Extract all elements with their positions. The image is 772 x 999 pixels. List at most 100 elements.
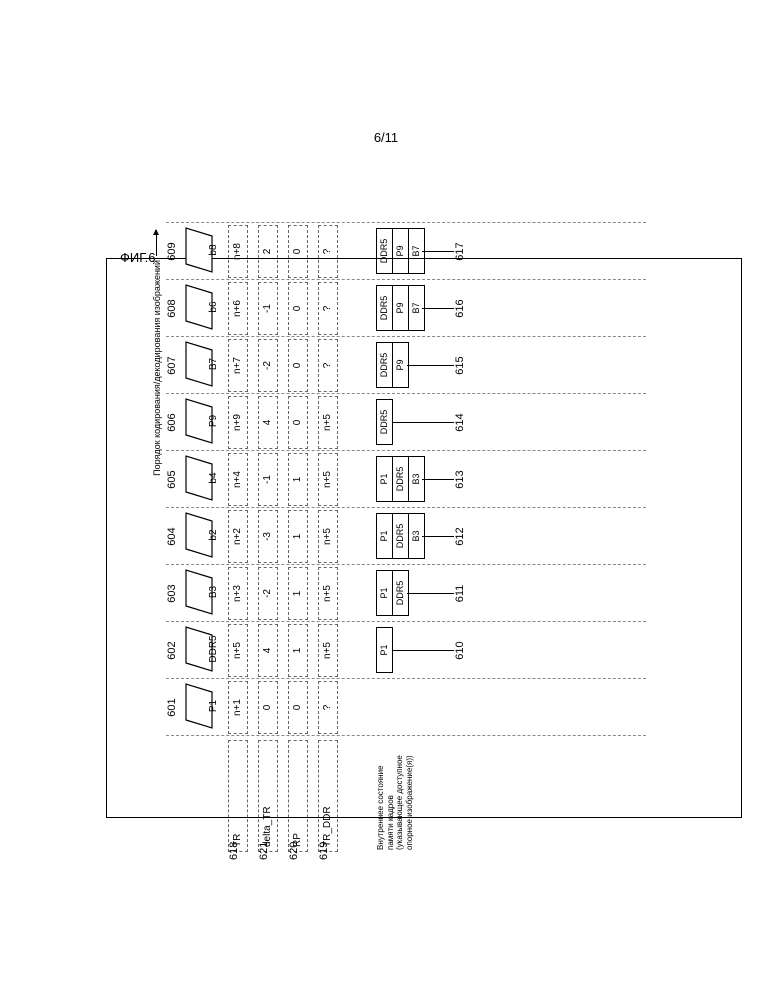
memory-cell: DDR5 bbox=[377, 286, 393, 330]
delta_tr-cell: -1 bbox=[258, 453, 278, 506]
delta_tr-cell: -3 bbox=[258, 510, 278, 563]
column: 602DDR5n+541n+5P1610 bbox=[166, 622, 646, 679]
diagram: Порядок кодирования/декодирования изобра… bbox=[106, 182, 666, 818]
memory-box: P1DDR5 bbox=[376, 570, 409, 616]
memory-cell: DDR5 bbox=[393, 571, 408, 615]
memory-cell: P9 bbox=[393, 343, 408, 387]
memory-cell: P1 bbox=[377, 571, 393, 615]
top-ref: 607 bbox=[166, 337, 178, 394]
coding-order-label: Порядок кодирования/декодирования изобра… bbox=[152, 260, 162, 476]
memory-box: P1DDR5B3 bbox=[376, 513, 425, 559]
memory-box: P1DDR5B3 bbox=[376, 456, 425, 502]
tr_ddr-cell: ? bbox=[318, 225, 338, 278]
memory-state-label: Внутреннее состояние памяти кадров (указ… bbox=[376, 740, 414, 850]
picture-label: B3 bbox=[208, 568, 219, 616]
bottom-ref: 612 bbox=[454, 508, 466, 565]
ref-620: 620 bbox=[288, 842, 300, 860]
memory-box: DDR5P9B7 bbox=[376, 285, 425, 331]
delta-tr-row-label: delta_TR bbox=[258, 740, 278, 852]
tr-ddr-row-label: TR_DDR bbox=[318, 740, 338, 852]
picture-icon: P9 bbox=[184, 397, 214, 445]
picture-label: DDR5 bbox=[208, 625, 219, 673]
picture-icon: DDR5 bbox=[184, 625, 214, 673]
memory-cell: P9 bbox=[393, 229, 409, 273]
page-number: 6/11 bbox=[374, 130, 398, 145]
rp-cell: 1 bbox=[288, 567, 308, 620]
rp-cell: 0 bbox=[288, 681, 308, 734]
memory-cell: P1 bbox=[377, 514, 393, 558]
bottom-ref: 616 bbox=[454, 280, 466, 337]
memory-cell: P9 bbox=[393, 286, 409, 330]
memory-cell: DDR5 bbox=[377, 229, 393, 273]
tr-cell: n+7 bbox=[228, 339, 248, 392]
top-ref: 604 bbox=[166, 508, 178, 565]
delta_tr-cell: -2 bbox=[258, 567, 278, 620]
picture-label: P9 bbox=[208, 397, 219, 445]
tr_ddr-cell: n+5 bbox=[318, 624, 338, 677]
leader-line bbox=[407, 365, 454, 366]
bottom-ref: 617 bbox=[454, 223, 466, 280]
delta_tr-cell: -1 bbox=[258, 282, 278, 335]
rp-cell: 0 bbox=[288, 339, 308, 392]
picture-icon: b2 bbox=[184, 511, 214, 559]
picture-icon: b8 bbox=[184, 226, 214, 274]
rp-cell: 0 bbox=[288, 225, 308, 278]
leader-line bbox=[392, 422, 454, 423]
tr_ddr-cell: n+5 bbox=[318, 510, 338, 563]
column: 604b2n+2-31n+5P1DDR5B3612 bbox=[166, 508, 646, 565]
rp-cell: 0 bbox=[288, 396, 308, 449]
delta_tr-cell: 4 bbox=[258, 396, 278, 449]
tr_ddr-cell: n+5 bbox=[318, 396, 338, 449]
rp-row-label: RP bbox=[288, 740, 308, 852]
tr-cell: n+3 bbox=[228, 567, 248, 620]
tr_ddr-cell: ? bbox=[318, 282, 338, 335]
arrow-icon bbox=[156, 230, 157, 256]
top-ref: 602 bbox=[166, 622, 178, 679]
ref-618: 618 bbox=[228, 842, 240, 860]
delta_tr-cell: 4 bbox=[258, 624, 278, 677]
picture-label: b4 bbox=[208, 454, 219, 502]
column: 601P1n+100? bbox=[166, 679, 646, 736]
picture-icon: b6 bbox=[184, 283, 214, 331]
tr-cell: n+8 bbox=[228, 225, 248, 278]
leader-line bbox=[407, 593, 454, 594]
tr-cell: n+9 bbox=[228, 396, 248, 449]
picture-label: B7 bbox=[208, 340, 219, 388]
rp-cell: 0 bbox=[288, 282, 308, 335]
tr-row-label: TR bbox=[228, 740, 248, 852]
tr_ddr-cell: ? bbox=[318, 681, 338, 734]
column: 608b6n+6-10?DDR5P9B7616 bbox=[166, 280, 646, 337]
leader-line bbox=[422, 479, 454, 480]
picture-icon: B7 bbox=[184, 340, 214, 388]
picture-label: P1 bbox=[208, 682, 219, 730]
memory-cell: P1 bbox=[377, 628, 392, 672]
memory-box: DDR5P9B7 bbox=[376, 228, 425, 274]
column: 609b8n+820?DDR5P9B7617 bbox=[166, 223, 646, 280]
memory-box: DDR5P9 bbox=[376, 342, 409, 388]
delta_tr-cell: -2 bbox=[258, 339, 278, 392]
ref-621: 621 bbox=[258, 842, 270, 860]
leader-line bbox=[422, 536, 454, 537]
tr_ddr-cell: n+5 bbox=[318, 567, 338, 620]
tr_ddr-cell: n+5 bbox=[318, 453, 338, 506]
picture-icon: P1 bbox=[184, 682, 214, 730]
rp-cell: 1 bbox=[288, 453, 308, 506]
memory-cell: DDR5 bbox=[377, 343, 393, 387]
picture-label: b2 bbox=[208, 511, 219, 559]
delta_tr-cell: 0 bbox=[258, 681, 278, 734]
top-ref: 609 bbox=[166, 223, 178, 280]
memory-cell: DDR5 bbox=[377, 400, 392, 444]
row-labels-column: TR delta_TR RP TR_DDR Внутреннее состоян… bbox=[166, 736, 646, 856]
memory-cell: P1 bbox=[377, 457, 393, 501]
top-ref: 601 bbox=[166, 679, 178, 736]
picture-label: b8 bbox=[208, 226, 219, 274]
column: 603B3n+3-21n+5P1DDR5611 bbox=[166, 565, 646, 622]
tr-cell: n+4 bbox=[228, 453, 248, 506]
column-separator bbox=[166, 222, 646, 223]
bottom-ref: 613 bbox=[454, 451, 466, 508]
rp-cell: 1 bbox=[288, 624, 308, 677]
memory-box: P1 bbox=[376, 627, 393, 673]
picture-label: b6 bbox=[208, 283, 219, 331]
leader-line bbox=[392, 650, 454, 651]
column: 607B7n+7-20?DDR5P9615 bbox=[166, 337, 646, 394]
